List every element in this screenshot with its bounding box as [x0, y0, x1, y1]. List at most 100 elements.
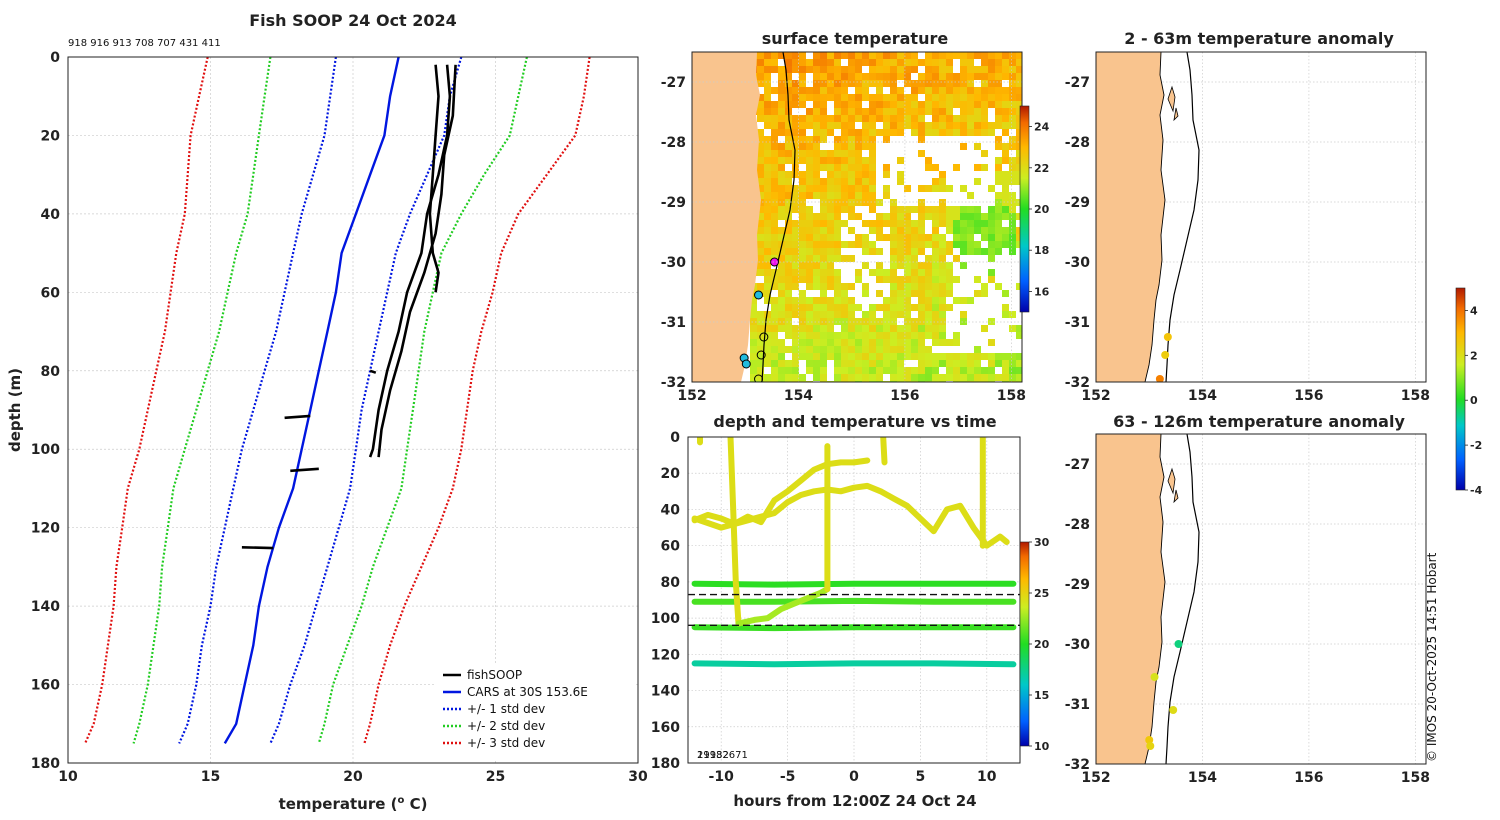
sst-cell: [792, 164, 799, 171]
sst-cell: [764, 115, 771, 122]
sst-cell: [932, 311, 939, 318]
sst-cell: [897, 290, 904, 297]
sst-cell: [925, 87, 932, 94]
sst-cell: [925, 269, 932, 276]
sst-cell: [897, 59, 904, 66]
sst-cell: [1002, 157, 1009, 164]
sst-cell: [925, 360, 932, 367]
sst-cell: [757, 283, 764, 290]
sst-cell: [967, 80, 974, 87]
sst-cell: [939, 115, 946, 122]
sst-cell: [995, 101, 1002, 108]
sst-cell: [946, 290, 953, 297]
sst-cell: [785, 66, 792, 73]
sst-cell: [939, 178, 946, 185]
sst-cell: [771, 325, 778, 332]
sst-cell: [883, 220, 890, 227]
sst-cell: [841, 87, 848, 94]
sst-cell: [974, 367, 981, 374]
sst-cell: [995, 136, 1002, 143]
sst-cell: [904, 325, 911, 332]
profile-ytick: 80: [41, 364, 61, 380]
sst-cell: [771, 311, 778, 318]
sst-cell: [827, 199, 834, 206]
sst-cell: [911, 206, 918, 213]
sst-cell: [974, 213, 981, 220]
sst-cell: [1009, 157, 1016, 164]
sst-cell: [848, 115, 855, 122]
sst-cell: [771, 192, 778, 199]
credit-text: © IMOS 20-Oct-2025 14:51 Hobart: [1425, 552, 1439, 762]
sst-cell: [799, 80, 806, 87]
sst-cell: [757, 192, 764, 199]
profile-ytick: 20: [41, 128, 61, 144]
sst-cell: [848, 283, 855, 290]
sst-cell: [988, 206, 995, 213]
sst-cell: [918, 269, 925, 276]
sst-cell: [806, 304, 813, 311]
sst-cell: [1002, 150, 1009, 157]
sst-cell: [785, 255, 792, 262]
sst-cell: [1009, 248, 1016, 255]
sst-cell: [897, 276, 904, 283]
sst-cell: [785, 73, 792, 80]
sst-cell: [862, 178, 869, 185]
sst-cell: [792, 339, 799, 346]
sst-cell: [757, 115, 764, 122]
sst-cell: [911, 276, 918, 283]
sst-cell: [813, 304, 820, 311]
sst-cb-ticklabel: 18: [1034, 244, 1049, 257]
sst-xtick: 152: [677, 388, 706, 404]
sst-cell: [932, 332, 939, 339]
sst-cell: [834, 255, 841, 262]
sst-cell: [918, 367, 925, 374]
sst-cell: [876, 59, 883, 66]
anomaly-deep-title: 63 - 126m temperature anomaly: [1113, 412, 1405, 431]
sst-cell: [771, 241, 778, 248]
sst-cell: [855, 136, 862, 143]
sst-cell: [820, 227, 827, 234]
sst-cell: [925, 283, 932, 290]
sst-cell: [869, 346, 876, 353]
anomaly-cb-ticklabel: 4: [1470, 304, 1478, 317]
sst-cell: [799, 206, 806, 213]
sst-cell: [792, 255, 799, 262]
sst-cell: [806, 332, 813, 339]
sst-cell: [890, 241, 897, 248]
profile-ytick: 100: [31, 442, 60, 458]
sst-cell: [1002, 122, 1009, 129]
sst-cell: [939, 290, 946, 297]
sst-cell: [834, 360, 841, 367]
sst-cell: [925, 185, 932, 192]
sst-cell: [862, 171, 869, 178]
sst-cell: [876, 213, 883, 220]
sst-field: [692, 52, 1022, 382]
sst-cell: [883, 129, 890, 136]
sst-cell: [799, 318, 806, 325]
sst-cell: [967, 234, 974, 241]
sst-cell: [806, 241, 813, 248]
sst-cell: [960, 122, 967, 129]
sst-cell: [834, 87, 841, 94]
sst-cell: [764, 248, 771, 255]
sst-cell: [806, 115, 813, 122]
sst-cell: [764, 122, 771, 129]
sst-cell: [1016, 108, 1022, 115]
sst-cell: [918, 248, 925, 255]
sst-cell: [1002, 290, 1009, 297]
anomaly-cb-ticklabel: 0: [1470, 394, 1478, 407]
sst-cell: [946, 94, 953, 101]
sst-cell: [841, 101, 848, 108]
sst-cell: [862, 248, 869, 255]
profile-series-line: [84, 57, 209, 744]
sst-ticks: 152 154 156 158-27-28-29-30-31-32: [661, 75, 1026, 404]
sst-cell: [834, 290, 841, 297]
sst-cell: [834, 157, 841, 164]
sst-cell: [939, 59, 946, 66]
sst-cell: [918, 360, 925, 367]
sst-cell: [841, 206, 848, 213]
sst-cell: [869, 199, 876, 206]
sst-cell: [981, 122, 988, 129]
sst-cell: [806, 94, 813, 101]
